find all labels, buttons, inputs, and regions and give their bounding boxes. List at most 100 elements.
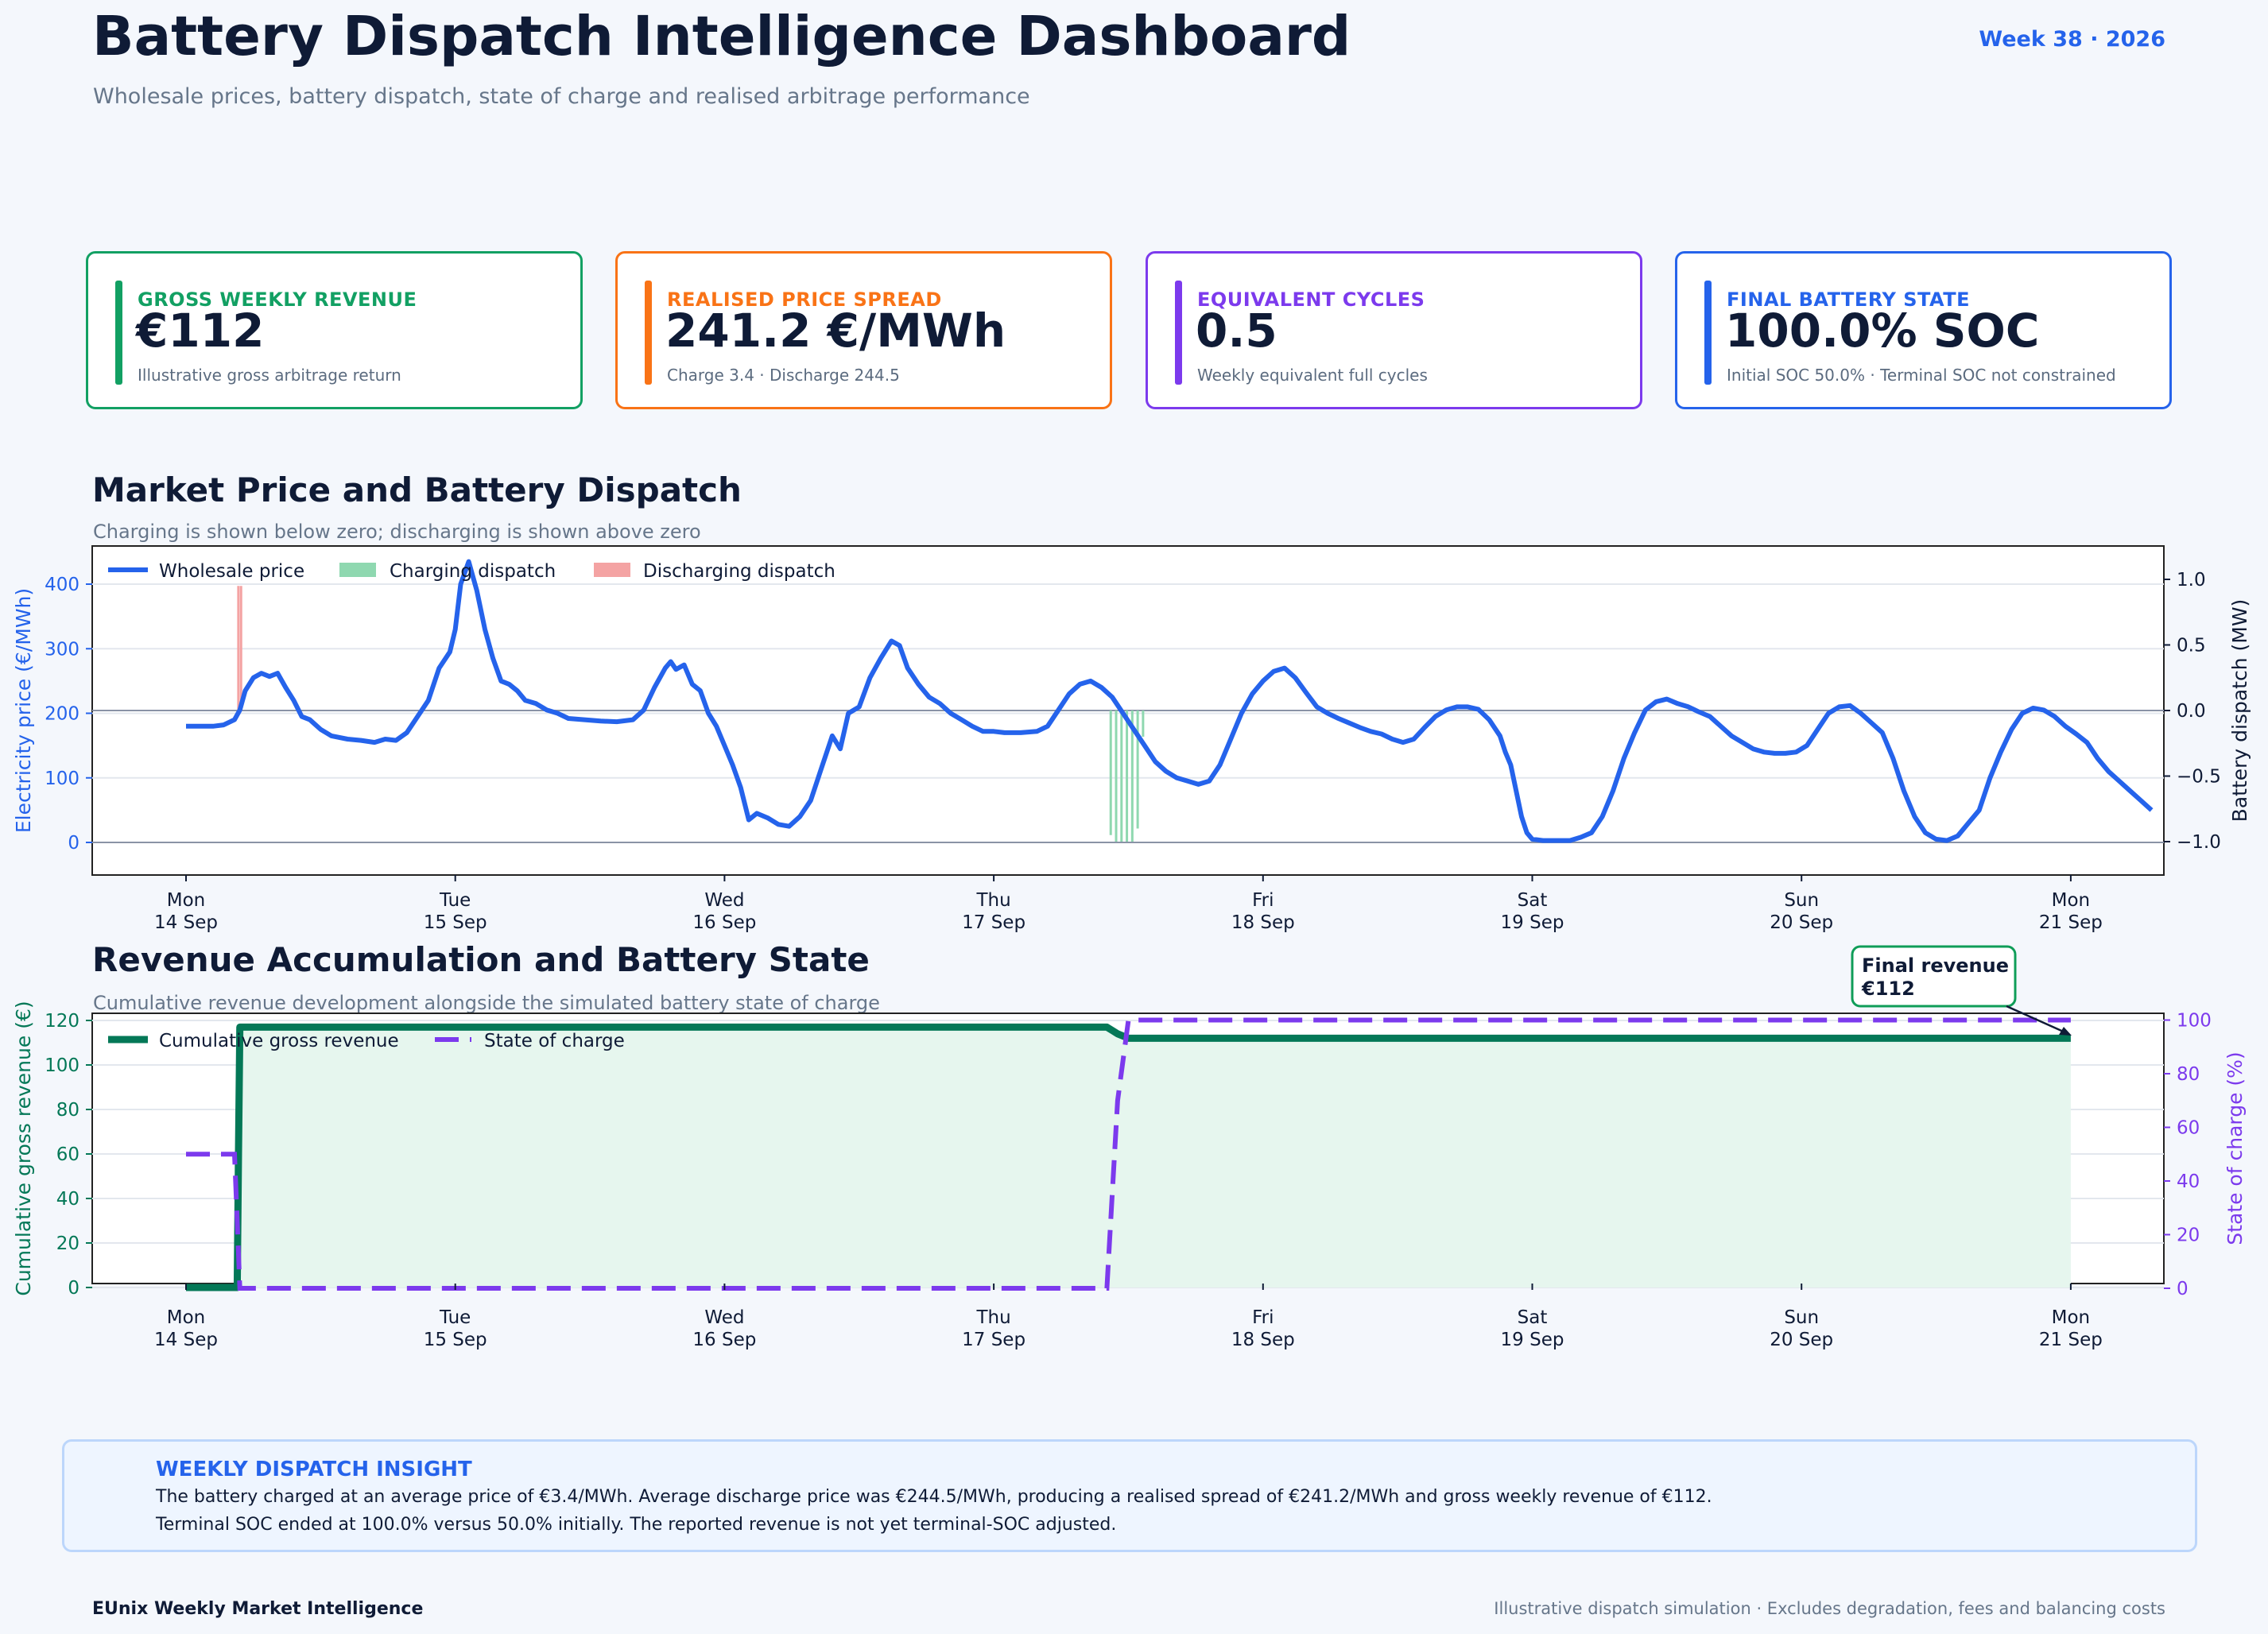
y-left-tick-label: 20 — [56, 1233, 79, 1254]
y-right-tick-label: 0.0 — [2177, 701, 2206, 722]
annotation-line2: €112 — [1861, 978, 1915, 1000]
kpi-card-soc: FINAL BATTERY STATE 100.0% SOC Initial S… — [1675, 251, 2172, 409]
footer-disclaimer: Illustrative dispatch simulation · Exclu… — [1494, 1599, 2165, 1618]
price-line — [186, 559, 2154, 843]
x-tick-label: Thu — [975, 1307, 1010, 1328]
charging-bar — [1130, 711, 1134, 842]
x-tick-label: 17 Sep — [962, 912, 1025, 933]
x-tick-label: Fri — [1252, 1307, 1274, 1328]
legend-discharging-label: Discharging dispatch — [643, 561, 835, 582]
x-tick-label: Wed — [704, 890, 744, 911]
x-tick-label: 20 Sep — [1770, 912, 1833, 933]
x-tick-label: 16 Sep — [692, 1330, 756, 1350]
kpi-label: REALISED PRICE SPREAD — [667, 288, 942, 311]
x-tick-label: Sat — [1518, 1307, 1548, 1328]
legend-price-label: Wholesale price — [159, 561, 304, 582]
y-right-tick-label: 0.5 — [2177, 636, 2206, 656]
y-right-axis-label: Battery dispatch (MW) — [2228, 599, 2251, 823]
legend-discharging-swatch — [594, 563, 630, 577]
y-right-tick-label: 40 — [2177, 1171, 2200, 1192]
kpi-accent-bar — [1704, 281, 1712, 385]
y-left-tick-label: 40 — [56, 1189, 79, 1210]
dashboard-subtitle: Wholesale prices, battery dispatch, stat… — [93, 84, 1030, 109]
final-revenue-annotation: Final revenue €112 — [1851, 945, 2072, 1036]
kpi-label: EQUIVALENT CYCLES — [1197, 288, 1425, 311]
kpi-note: Weekly equivalent full cycles — [1197, 366, 1428, 385]
revenue-section-title: Revenue Accumulation and Battery State — [92, 940, 870, 979]
y-right-tick-label: 60 — [2177, 1118, 2200, 1139]
discharging-bar — [237, 586, 240, 711]
kpi-card-revenue: GROSS WEEKLY REVENUE €112 Illustrative g… — [86, 251, 583, 409]
x-tick-label: Mon — [167, 890, 206, 911]
market-section-title: Market Price and Battery Dispatch — [92, 470, 742, 509]
y-left-tick-label: 200 — [45, 704, 79, 725]
x-tick-label: 14 Sep — [154, 912, 218, 933]
market-section-subtitle: Charging is shown below zero; dischargin… — [93, 521, 701, 543]
y-right-tick-label: −0.5 — [2177, 767, 2221, 788]
kpi-value: 100.0% SOC — [1725, 304, 2040, 358]
x-tick-label: 21 Sep — [2039, 1330, 2103, 1350]
chart-legend: Cumulative gross revenue State of charge — [108, 1031, 625, 1051]
x-tick-label: 19 Sep — [1501, 912, 1564, 933]
discharging-bar — [239, 586, 242, 711]
y-right-tick-label: 100 — [2177, 1011, 2212, 1032]
x-tick-label: Mon — [2052, 890, 2091, 911]
charging-bar — [1136, 711, 1139, 829]
x-tick-label: Wed — [704, 1307, 744, 1328]
charging-bar — [1120, 711, 1123, 842]
charging-bar — [1142, 711, 1145, 737]
revenue-section-subtitle: Cumulative revenue development alongside… — [93, 992, 880, 1014]
x-tick-label: 20 Sep — [1770, 1330, 1833, 1350]
footer-brand: EUnix Weekly Market Intelligence — [92, 1599, 424, 1619]
x-tick-label: Thu — [975, 890, 1010, 911]
y-right-tick-label: 80 — [2177, 1064, 2200, 1085]
insight-line-1: The battery charged at an average price … — [156, 1487, 1712, 1507]
kpi-accent-bar — [1175, 281, 1182, 385]
insight-panel: WEEKLY DISPATCH INSIGHT The battery char… — [62, 1439, 2197, 1552]
kpi-label: GROSS WEEKLY REVENUE — [138, 288, 417, 311]
kpi-card-spread: REALISED PRICE SPREAD 241.2 €/MWh Charge… — [615, 251, 1112, 409]
y-left-tick-label: 0 — [68, 833, 79, 854]
legend-charging-label: Charging dispatch — [390, 561, 556, 582]
week-label: Week 38 · 2026 — [1979, 27, 2165, 52]
x-tick-label: 18 Sep — [1231, 912, 1295, 933]
x-tick-label: 15 Sep — [424, 1330, 487, 1350]
chart-legend: Wholesale price Charging dispatch Discha… — [108, 561, 835, 582]
kpi-note: Illustrative gross arbitrage return — [138, 366, 401, 385]
y-right-axis-label: State of charge (%) — [2223, 1051, 2247, 1245]
dashboard-title: Battery Dispatch Intelligence Dashboard — [92, 5, 1351, 68]
y-left-tick-label: 120 — [45, 1011, 79, 1032]
y-left-axis-label: Electricity price (€/MWh) — [12, 588, 35, 833]
x-tick-label: Mon — [2052, 1307, 2091, 1328]
x-tick-label: 14 Sep — [154, 1330, 218, 1350]
kpi-label: FINAL BATTERY STATE — [1727, 288, 1970, 311]
charging-bar — [1126, 711, 1129, 842]
revenue-area — [186, 1027, 2071, 1287]
x-tick-label: 15 Sep — [424, 912, 487, 933]
y-left-tick-label: 80 — [56, 1100, 79, 1121]
x-tick-label: 21 Sep — [2039, 912, 2103, 933]
y-left-tick-label: 100 — [45, 769, 79, 789]
kpi-accent-bar — [115, 281, 122, 385]
y-right-tick-label: 0 — [2177, 1279, 2189, 1299]
x-tick-label: Fri — [1252, 890, 1274, 911]
x-tick-label: Sun — [1784, 890, 1819, 911]
y-right-tick-label: −1.0 — [2177, 832, 2221, 853]
y-right-tick-label: 20 — [2177, 1226, 2200, 1246]
kpi-note: Charge 3.4 · Discharge 244.5 — [667, 366, 900, 385]
x-tick-label: 17 Sep — [962, 1330, 1025, 1350]
insight-heading: WEEKLY DISPATCH INSIGHT — [156, 1458, 472, 1481]
x-tick-label: 19 Sep — [1501, 1330, 1564, 1350]
kpi-value: 0.5 — [1196, 304, 1277, 358]
y-left-tick-label: 0 — [68, 1278, 79, 1299]
y-left-tick-label: 60 — [56, 1144, 79, 1165]
kpi-value: 241.2 €/MWh — [665, 304, 1006, 358]
x-tick-label: Tue — [439, 890, 471, 911]
charging-bar — [1115, 711, 1118, 842]
kpi-value: €112 — [136, 304, 265, 358]
kpi-accent-bar — [645, 281, 652, 385]
y-left-tick-label: 100 — [45, 1055, 79, 1076]
x-tick-label: 18 Sep — [1231, 1330, 1295, 1350]
